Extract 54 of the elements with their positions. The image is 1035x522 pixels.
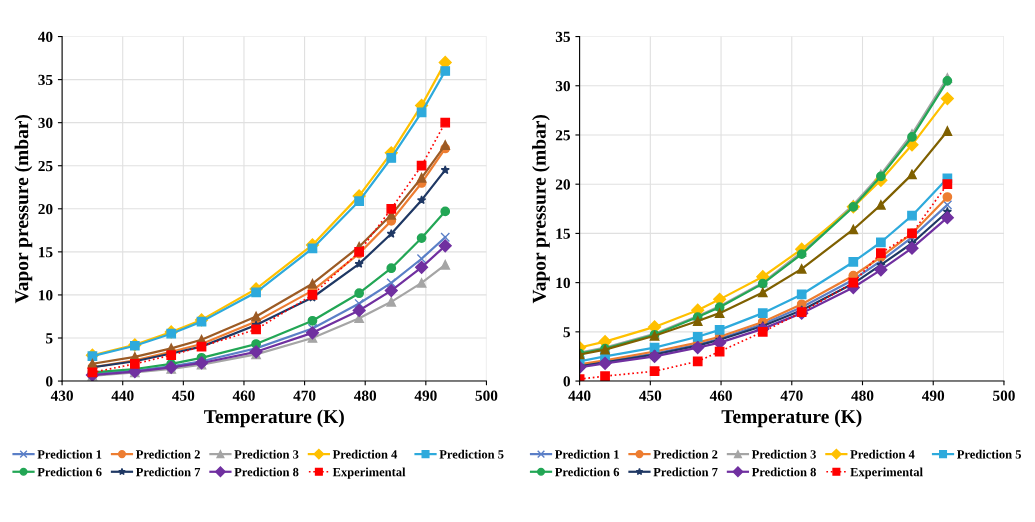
y-axis-title: Vapor pressure (mbar) (14, 114, 33, 304)
legend-label: Prediction 3 (751, 449, 816, 459)
legend-label: Prediction 1 (554, 449, 619, 459)
legend-label: Prediction 8 (751, 467, 816, 477)
x-tick-label: 440 (111, 390, 134, 401)
y-tick-label: 35 (38, 74, 53, 86)
legend-label: Prediction 4 (332, 449, 398, 459)
legend-label: Prediction 2 (135, 449, 200, 459)
x-axis-title: Temperature (K) (204, 409, 344, 428)
legend-label: Prediction 5 (439, 449, 504, 459)
legend-label: Prediction 2 (653, 449, 718, 459)
x-tick-label: 470 (780, 390, 803, 401)
x-tick-label: 490 (414, 390, 437, 401)
y-tick-label: 30 (555, 80, 570, 92)
y-tick-label: 10 (39, 290, 53, 301)
legend-label: Prediction 7 (653, 467, 718, 477)
y-tick-label: 20 (38, 203, 53, 215)
y-tick-label: 5 (563, 327, 571, 338)
x-tick-label: 460 (709, 390, 732, 401)
legend-label: Experimental (850, 467, 923, 479)
y-tick-label: 15 (39, 247, 53, 258)
y-tick-label: 0 (563, 376, 570, 387)
x-tick-label: 470 (293, 390, 316, 401)
y-tick-label: 5 (46, 333, 53, 344)
legend-label: Prediction 6 (37, 467, 102, 477)
y-tick-label: 0 (46, 376, 53, 387)
y-tick-label: 35 (555, 31, 571, 42)
x-tick-label: 440 (568, 390, 591, 401)
y-axis-title: Vapor pressure (mbar) (532, 114, 550, 304)
y-tick-label: 30 (38, 117, 53, 129)
y-tick-label: 40 (38, 31, 53, 42)
x-tick-label: 430 (50, 390, 73, 401)
y-tick-label: 25 (38, 160, 53, 172)
legend-label: Prediction 8 (234, 467, 299, 477)
x-tick-label: 490 (921, 390, 945, 401)
x-tick-label: 500 (475, 390, 498, 401)
y-tick-label: 10 (556, 277, 570, 289)
x-axis-title: Temperature (K) (721, 409, 862, 428)
legend-label: Prediction 4 (850, 449, 915, 459)
legend-label: Prediction 1 (37, 449, 102, 459)
x-tick-label: 450 (172, 390, 195, 401)
y-tick-label: 15 (556, 228, 571, 239)
y-tick-label: 20 (555, 179, 570, 190)
legend-label: Prediction 7 (135, 467, 201, 477)
y-tick-label: 25 (555, 130, 571, 141)
legend-label: Experimental (332, 467, 406, 479)
legend-label: Prediction 5 (956, 449, 1022, 459)
x-tick-label: 500 (993, 390, 1015, 401)
x-tick-label: 480 (851, 390, 874, 401)
x-tick-label: 450 (639, 390, 662, 401)
x-tick-label: 480 (353, 390, 377, 401)
legend-label: Prediction 6 (554, 467, 620, 477)
legend-label: Prediction 3 (234, 449, 299, 459)
x-tick-label: 460 (232, 390, 255, 401)
